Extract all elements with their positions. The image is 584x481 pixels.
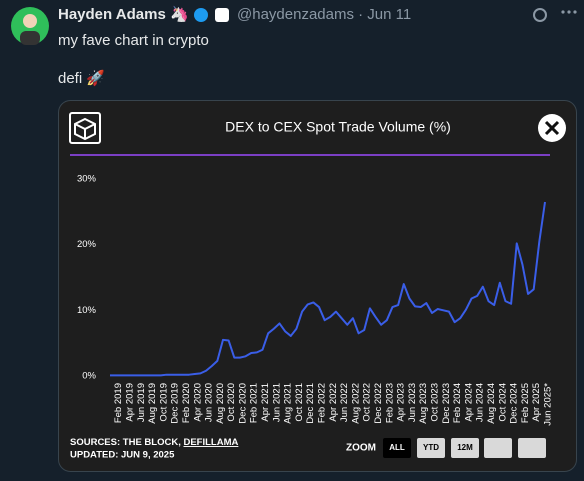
x-tick-label: Dec 2020	[237, 383, 248, 424]
x-tick-label: Aug 2023	[418, 383, 429, 424]
x-tick-label: Apr 2025	[531, 383, 542, 422]
x-tick-label: Feb 2025	[520, 383, 531, 423]
x-tick-label: Feb 2019	[113, 383, 124, 423]
x-tick-label: Feb 2024	[452, 383, 463, 423]
x-tick-label: Apr 2020	[192, 383, 203, 422]
y-tick-label: 0%	[82, 371, 96, 382]
data-line	[110, 201, 546, 377]
tweet-text-2: defi 🚀	[58, 69, 105, 87]
x-tick-label: Feb 2023	[384, 383, 395, 423]
x-tick-label: Oct 2023	[430, 383, 441, 422]
x-tick-label: Jun 2019	[136, 383, 147, 422]
logo	[69, 112, 101, 144]
chart-card[interactable]	[58, 100, 577, 472]
zoom-label: ZOOM	[346, 443, 376, 454]
x-tick-label: Dec 2024	[509, 383, 520, 424]
sources-label: SOURCES: THE BLOCK,	[70, 437, 181, 448]
y-tick-label: 20%	[77, 239, 97, 250]
x-tick-label: Aug 2019	[147, 383, 158, 424]
grok-icon[interactable]	[533, 8, 547, 22]
x-tick-label: Feb 2021	[249, 383, 260, 423]
zoom-button[interactable]	[451, 438, 479, 458]
x-tick-label: Oct 2021	[294, 383, 305, 422]
x-tick-label: Apr 2024	[463, 383, 474, 422]
x-tick-label: Oct 2022	[362, 383, 373, 422]
author-name[interactable]: Hayden Adams 🦄	[58, 5, 189, 23]
x-tick-label: Aug 2024	[486, 383, 497, 424]
x-tick-label: Apr 2019	[124, 383, 135, 422]
avatar-face	[23, 14, 37, 28]
y-tick-label: 30%	[77, 174, 97, 185]
chart-title: DEX to CEX Spot Trade Volume (%)	[225, 119, 451, 135]
sources: SOURCES: THE BLOCK, DEFILLAMA	[70, 437, 239, 448]
x-tick-label: Aug 2022	[350, 383, 361, 424]
zoom-button[interactable]	[383, 438, 411, 458]
x-tick-label: Jun 2020	[204, 383, 215, 422]
y-tick-label: 10%	[77, 305, 97, 316]
x-tick-label: Apr 2021	[260, 383, 271, 422]
x-tick-label: Aug 2021	[283, 383, 294, 424]
zoom-button-label: YTD	[423, 443, 439, 452]
zoom-button[interactable]	[417, 438, 445, 458]
affiliate-badge	[215, 8, 229, 22]
sources-link[interactable]: DEFILLAMA	[183, 437, 238, 448]
x-tick-label: Jun 2022	[339, 383, 350, 422]
x-tick-label: Oct 2019	[158, 383, 169, 422]
zoom-button-label: ALL	[389, 443, 405, 452]
zoom-button-blank[interactable]	[484, 438, 512, 458]
x-tick-label: Oct 2020	[226, 383, 237, 422]
x-tick-label: Apr 2023	[396, 383, 407, 422]
x-tick-label: Feb 2020	[181, 383, 192, 423]
x-tick-label: Jun 2024	[475, 383, 486, 422]
tweet-text: my fave chart in crypto	[58, 32, 209, 49]
x-tick-label: Dec 2019	[170, 383, 181, 424]
x-tick-label: Jun 2025*	[543, 383, 554, 426]
x-tick-label: Oct 2024	[497, 383, 508, 422]
zoom-button-blank[interactable]	[518, 438, 546, 458]
verified-badge	[194, 8, 208, 22]
zoom-button-label: 12M	[457, 443, 473, 452]
handle[interactable]: @haydenzadams · Jun 11	[237, 6, 411, 23]
x-tick-label: Dec 2021	[305, 383, 316, 424]
x-tick-label: Dec 2023	[441, 383, 452, 424]
x-tick-label: Jun 2023	[407, 383, 418, 422]
more-menu[interactable]	[561, 10, 577, 14]
x-tick-label: Dec 2022	[373, 383, 384, 424]
avatar-body	[20, 31, 40, 45]
x-tick-label: Apr 2022	[328, 383, 339, 422]
x-tick-label: Aug 2020	[215, 383, 226, 424]
close-icon	[544, 120, 560, 136]
x-tick-label: Jun 2021	[271, 383, 282, 422]
updated: UPDATED: JUN 9, 2025	[70, 450, 175, 461]
x-tick-label: Feb 2022	[317, 383, 328, 423]
